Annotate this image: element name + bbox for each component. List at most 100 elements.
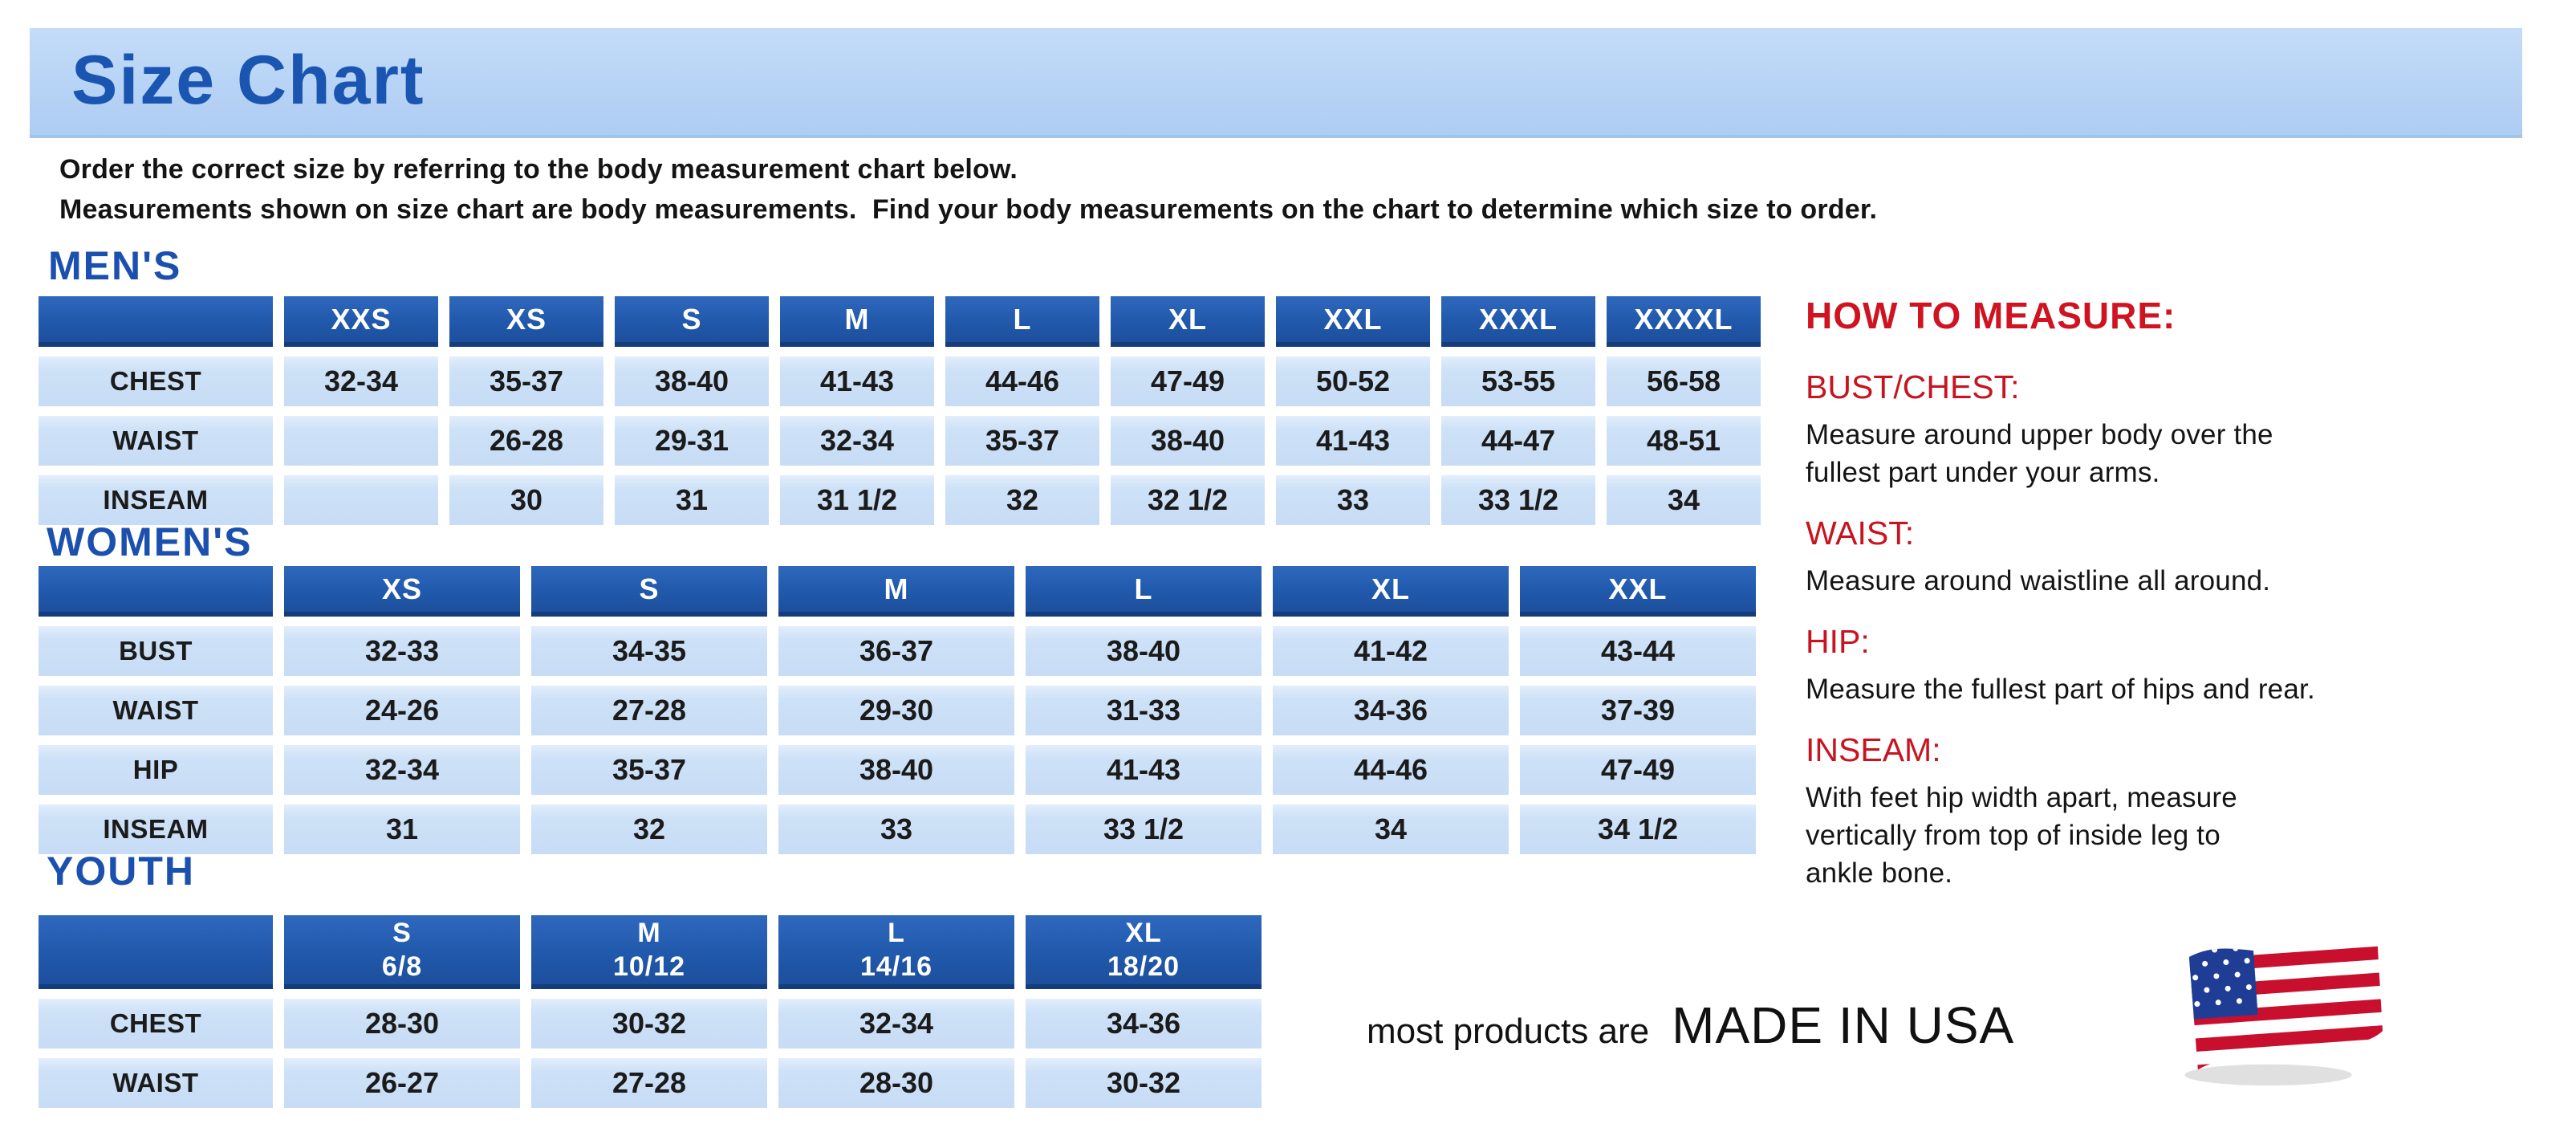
size-cell: 32 xyxy=(531,804,767,854)
size-cell: 53-55 xyxy=(1441,356,1595,406)
corner-cell xyxy=(39,296,273,347)
size-cell: 26-27 xyxy=(284,1058,520,1108)
size-column-header: L xyxy=(945,296,1099,347)
size-cell: 27-28 xyxy=(531,1058,767,1108)
row-label: CHEST xyxy=(39,999,273,1049)
size-cell: 56-58 xyxy=(1607,356,1761,406)
size-cell: 38-40 xyxy=(1111,416,1265,466)
size-cell: 38-40 xyxy=(778,745,1014,795)
size-cell: 34-35 xyxy=(531,626,767,676)
size-cell: 34-36 xyxy=(1273,686,1509,735)
size-cell: 35-37 xyxy=(449,356,603,406)
measure-item: WAIST: Measure around waistline all aroun… xyxy=(1806,514,2440,600)
size-column-header: XXXL xyxy=(1441,296,1595,347)
size-cell: 31-33 xyxy=(1026,686,1262,735)
title-banner: Size Chart xyxy=(30,28,2522,138)
made-in-usa-line: most products are MADE IN USA xyxy=(1367,996,2014,1055)
size-column-header: S xyxy=(531,566,767,617)
row-label: CHEST xyxy=(39,356,273,406)
size-cell: 44-47 xyxy=(1441,416,1595,466)
size-cell: 35-37 xyxy=(531,745,767,795)
measure-term-label: WAIST: xyxy=(1806,515,1915,552)
size-cell xyxy=(284,475,438,525)
size-column-header: L xyxy=(1026,566,1262,617)
size-cell: 44-46 xyxy=(1273,745,1509,795)
size-cell: 33 xyxy=(1276,475,1430,525)
size-cell: 28-30 xyxy=(284,999,520,1049)
size-cell: 32-34 xyxy=(778,999,1014,1049)
size-column-header: S xyxy=(615,296,769,347)
intro-text: Order the correct size by referring to t… xyxy=(59,149,1877,230)
size-column-header: XXL xyxy=(1276,296,1430,347)
size-column-header: XXL xyxy=(1520,566,1756,617)
size-column-header: XXXXL xyxy=(1607,296,1761,347)
size-column-header: XS xyxy=(284,566,520,617)
size-cell xyxy=(284,416,438,466)
size-cell: 41-42 xyxy=(1273,626,1509,676)
size-cell: 48-51 xyxy=(1607,416,1761,466)
measure-instructions: Measure around waistline all around. xyxy=(1806,565,2271,597)
size-cell: 32-34 xyxy=(780,416,934,466)
measure-term-label: INSEAM: xyxy=(1806,731,1941,768)
size-column-header: XXS xyxy=(284,296,438,347)
measure-item: HIP: Measure the fullest part of hips and… xyxy=(1806,622,2440,708)
size-cell: 32-33 xyxy=(284,626,520,676)
size-cell: 47-49 xyxy=(1520,745,1756,795)
size-column-header: M 10/12 xyxy=(531,915,767,989)
size-cell: 44-46 xyxy=(945,356,1099,406)
row-label: WAIST xyxy=(39,1058,273,1108)
size-cell: 33 1/2 xyxy=(1026,804,1262,854)
measure-instructions: Measure the fullest part of hips and rea… xyxy=(1806,674,2315,705)
row-label: BUST xyxy=(39,626,273,676)
womens-section-heading: WOMEN'S xyxy=(47,519,253,564)
row-label: INSEAM xyxy=(39,475,273,525)
size-cell: 50-52 xyxy=(1276,356,1430,406)
mens-section-heading: MEN'S xyxy=(48,243,182,288)
row-label: WAIST xyxy=(39,416,273,466)
womens-size-table: XS S M L XL XXL BUST 32-33 34-35 36-37 38-40 41-42 4… xyxy=(27,556,1767,864)
corner-cell xyxy=(39,566,273,617)
size-cell: 32 xyxy=(945,475,1099,525)
size-cell: 41-43 xyxy=(1026,745,1262,795)
us-flag-icon xyxy=(2184,941,2383,1086)
size-cell: 29-30 xyxy=(778,686,1014,735)
how-to-measure-list: BUST/CHEST: Measure around upper body ove… xyxy=(1806,368,2440,914)
size-cell: 34 xyxy=(1273,804,1509,854)
size-column-header: XL xyxy=(1111,296,1265,347)
size-cell: 41-43 xyxy=(780,356,934,406)
size-cell: 35-37 xyxy=(945,416,1099,466)
size-cell: 33 xyxy=(778,804,1014,854)
size-cell: 26-28 xyxy=(449,416,603,466)
row-label: HIP xyxy=(39,745,273,795)
size-cell: 38-40 xyxy=(1026,626,1262,676)
size-cell: 47-49 xyxy=(1111,356,1265,406)
size-cell: 36-37 xyxy=(778,626,1014,676)
size-cell: 34 1/2 xyxy=(1520,804,1756,854)
size-cell: 30 xyxy=(449,475,603,525)
intro-line-1: Order the correct size by referring to t… xyxy=(59,154,1018,185)
size-cell: 32 1/2 xyxy=(1111,475,1265,525)
size-column-header: M xyxy=(778,566,1014,617)
size-cell: 34-36 xyxy=(1026,999,1262,1049)
size-cell: 41-43 xyxy=(1276,416,1430,466)
size-column-header: XS xyxy=(449,296,603,347)
row-label: WAIST xyxy=(39,686,273,735)
size-cell: 31 xyxy=(284,804,520,854)
youth-section-heading: YOUTH xyxy=(47,849,195,894)
measure-instructions: With feet hip width apart, measure verti… xyxy=(1806,782,2237,889)
page-title: Size Chart xyxy=(71,42,425,119)
size-cell: 34 xyxy=(1607,475,1761,525)
corner-cell xyxy=(39,915,273,989)
size-cell: 24-26 xyxy=(284,686,520,735)
measure-instructions: Measure around upper body over the fulle… xyxy=(1806,419,2273,488)
size-cell: 37-39 xyxy=(1520,686,1756,735)
size-column-header: XL 18/20 xyxy=(1026,915,1262,989)
made-in-prefix: most products are xyxy=(1367,1012,1650,1051)
size-column-header: XL xyxy=(1273,566,1509,617)
mens-size-table: XXS XS S M L XL XXL XXXL XXXXL CHEST 32-34 35-37 38-… xyxy=(27,287,1772,535)
size-cell: 29-31 xyxy=(615,416,769,466)
size-column-header: M xyxy=(780,296,934,347)
measure-item: BUST/CHEST: Measure around upper body ove… xyxy=(1806,368,2440,491)
measure-term-label: BUST/CHEST: xyxy=(1806,369,2020,405)
